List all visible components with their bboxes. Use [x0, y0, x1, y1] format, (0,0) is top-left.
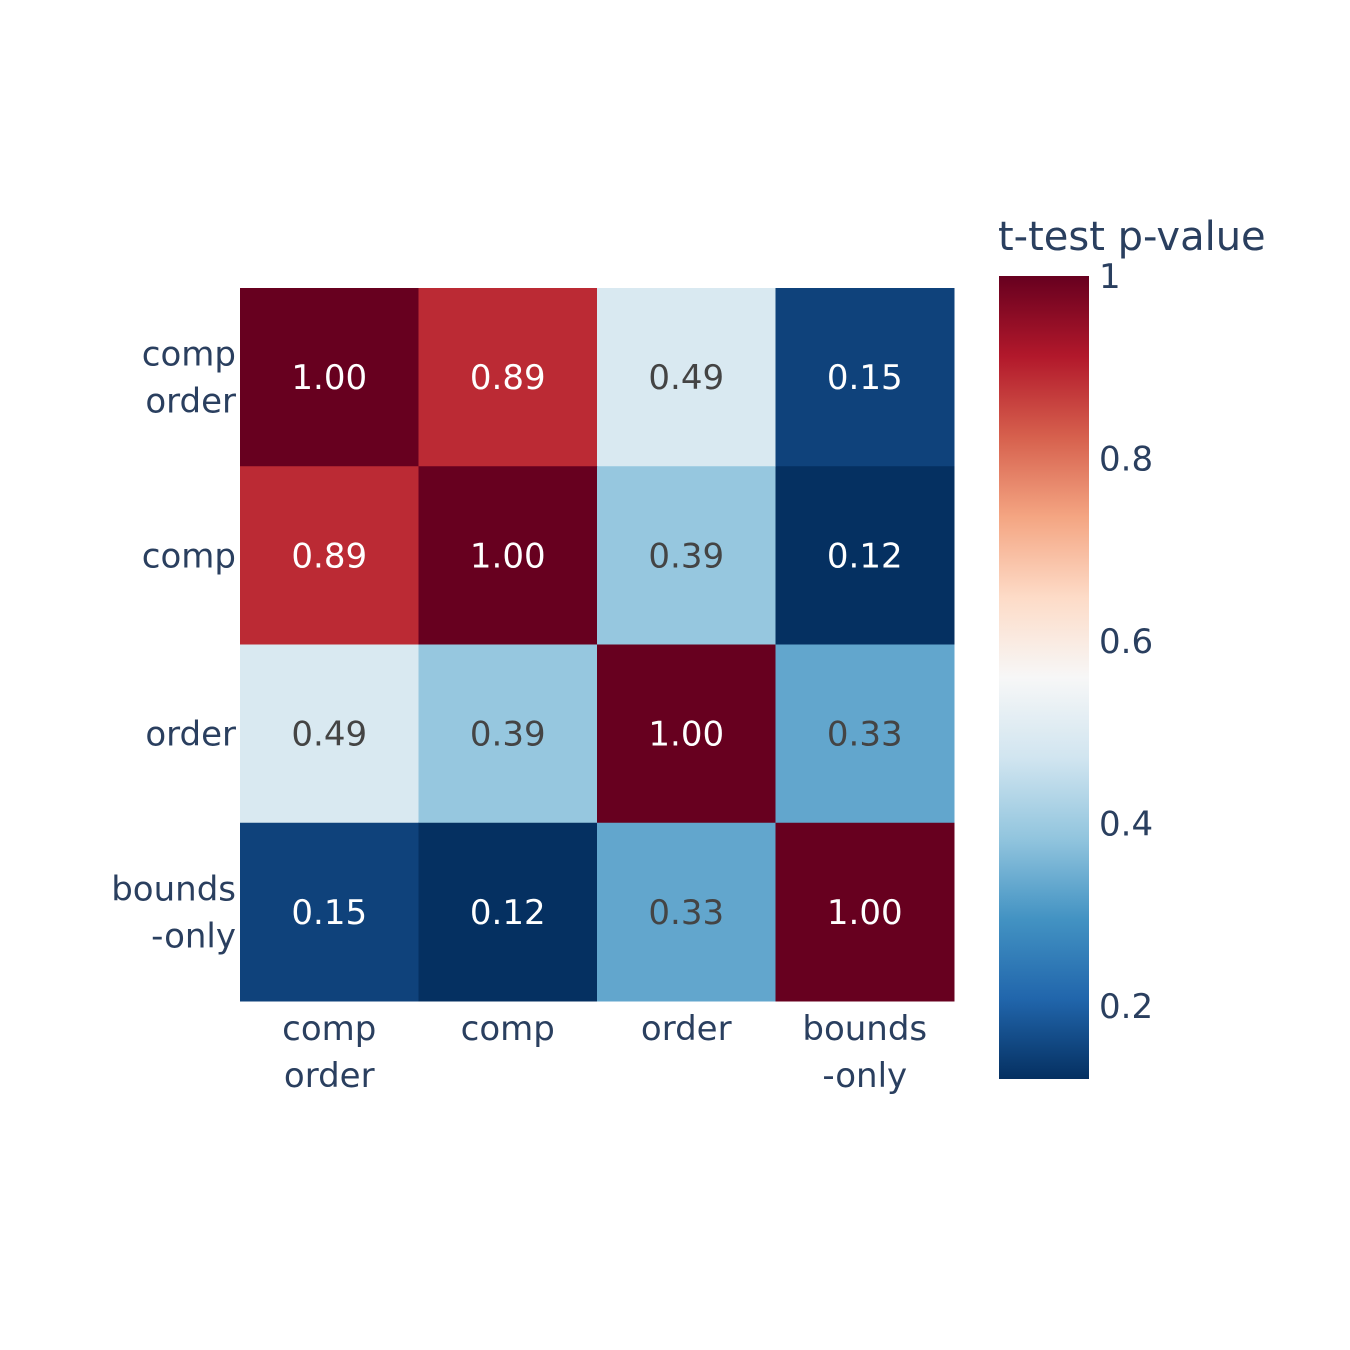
- heatmap-cell: [775, 288, 955, 467]
- y-tick-label: order: [145, 715, 236, 755]
- colorbar-ticks: 0.2 0.4 0.6 0.8 1: [1099, 257, 1153, 1027]
- heatmap-cell: [240, 288, 419, 467]
- heatmap-cell-label: 0.15: [827, 358, 903, 398]
- colorbar-tick-label: 0.8: [1099, 440, 1153, 480]
- heatmap-cell-label: 0.49: [648, 358, 724, 398]
- heatmap-cell-label: 0.15: [291, 893, 367, 933]
- x-tick-label: order: [284, 1056, 375, 1096]
- heatmap-cell: [418, 822, 598, 1002]
- heatmap-cell-label: 0.89: [291, 536, 367, 576]
- heatmap-cell-label: 1.00: [470, 536, 546, 576]
- colorbar-title: t-test p-value: [998, 214, 1266, 260]
- y-tick-label: -only: [151, 916, 236, 956]
- heatmap-cell-label: 1.00: [291, 358, 367, 398]
- heatmap-cell: [240, 822, 419, 1002]
- heatmap-cell-label: 0.12: [470, 893, 546, 933]
- x-tick-label: order: [641, 1009, 732, 1049]
- y-tick-label: comp: [142, 335, 236, 375]
- heatmap-cell-labels: 1.00 0.89 0.49 0.15 0.89 1.00 0.39 0.12 0.49 0.39…: [291, 358, 902, 933]
- x-tick-label: comp: [282, 1009, 376, 1049]
- heatmap-cell: [418, 288, 598, 467]
- x-axis-ticks: comp order comp order bounds -only: [282, 1009, 927, 1096]
- heatmap-cell: [597, 644, 776, 824]
- heatmap-cell: [240, 644, 419, 824]
- heatmap-cell-label: 0.39: [470, 715, 546, 755]
- colorbar-gradient: [999, 276, 1089, 1079]
- y-axis-ticks: comp order comp order bounds -only: [111, 335, 236, 957]
- x-tick-label: -only: [822, 1056, 907, 1096]
- y-tick-label: bounds: [111, 869, 236, 909]
- heatmap-cell: [775, 644, 955, 824]
- colorbar: 0.2 0.4 0.6 0.8 1 t-test p-value: [998, 214, 1266, 1079]
- heatmap-cells: [240, 288, 955, 1002]
- heatmap-cell: [597, 466, 776, 645]
- heatmap-cell-label: 0.33: [648, 893, 724, 933]
- colorbar-tick-label: 1: [1099, 257, 1121, 297]
- heatmap-cell: [775, 822, 955, 1002]
- heatmap-cell: [418, 644, 598, 824]
- colorbar-tick-label: 0.2: [1099, 987, 1153, 1027]
- heatmap-cell-label: 0.39: [648, 536, 724, 576]
- heatmap-cell: [418, 466, 598, 645]
- heatmap-cell-label: 0.33: [827, 715, 903, 755]
- heatmap-cell: [240, 466, 419, 645]
- heatmap-cell-label: 1.00: [827, 893, 903, 933]
- heatmap-cell: [597, 822, 776, 1002]
- colorbar-tick-label: 0.4: [1099, 805, 1153, 845]
- heatmap-cell: [597, 288, 776, 467]
- heatmap-cell-label: 0.12: [827, 536, 903, 576]
- colorbar-tick-label: 0.6: [1099, 622, 1153, 662]
- heatmap-cell-label: 0.49: [291, 715, 367, 755]
- heatmap-cell-label: 0.89: [470, 358, 546, 398]
- heatmap-cell: [775, 466, 955, 645]
- heatmap-cell-label: 1.00: [648, 715, 724, 755]
- y-tick-label: comp: [142, 536, 236, 576]
- x-tick-label: comp: [461, 1009, 555, 1049]
- x-tick-label: bounds: [802, 1009, 927, 1049]
- y-tick-label: order: [145, 382, 236, 422]
